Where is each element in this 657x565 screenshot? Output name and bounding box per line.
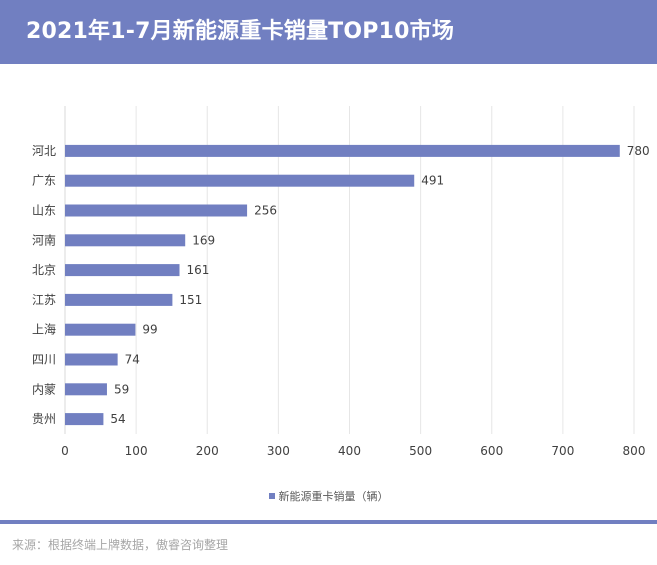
data-label: 491 [421, 174, 444, 188]
x-tick-label: 300 [267, 444, 290, 458]
x-tick-label: 400 [338, 444, 361, 458]
data-label: 161 [187, 263, 210, 277]
x-tick-label: 100 [125, 444, 148, 458]
bar-北京 [65, 264, 180, 277]
x-tick-label: 500 [409, 444, 432, 458]
x-tick-label: 200 [196, 444, 219, 458]
chart-area: 0 100 200 300 400 500 600 700 800 河北 780 广东 491 山东 256… [0, 64, 657, 520]
data-label: 169 [192, 233, 215, 247]
data-label: 59 [114, 382, 129, 396]
category-label: 江苏 [32, 293, 56, 307]
bar-广东 [65, 174, 415, 187]
data-label: 74 [125, 353, 140, 367]
bottom-rule [0, 520, 657, 524]
category-label: 内蒙 [32, 382, 56, 396]
bar-山东 [65, 204, 248, 217]
bar-chart: 0 100 200 300 400 500 600 700 800 河北 780 广东 491 山东 256… [32, 106, 650, 458]
category-label: 山东 [32, 204, 56, 218]
category-label: 四川 [32, 353, 56, 367]
x-tick-label: 0 [61, 444, 69, 458]
category-label: 上海 [32, 322, 56, 337]
bar-江苏 [65, 293, 173, 306]
page-title: 2021年1-7月新能源重卡销量TOP10市场 [26, 19, 455, 44]
category-label: 贵州 [32, 412, 56, 426]
x-tick-label: 800 [623, 444, 646, 458]
x-tick-label: 600 [480, 444, 503, 458]
category-label: 河南 [32, 232, 56, 247]
legend: 新能源重卡销量（辆） [0, 488, 657, 504]
data-label: 256 [254, 204, 277, 218]
bar-贵州 [65, 413, 104, 426]
category-label: 广东 [32, 174, 56, 188]
legend-label: 新能源重卡销量（辆） [278, 490, 389, 503]
category-label: 北京 [32, 263, 56, 277]
legend-swatch [268, 493, 275, 499]
data-label: 99 [142, 323, 157, 337]
x-tick-label: 700 [551, 444, 574, 458]
bar-内蒙 [65, 383, 107, 396]
bar-上海 [65, 323, 136, 336]
data-label: 780 [627, 144, 650, 158]
data-label: 54 [110, 412, 125, 426]
category-label: 河北 [32, 144, 56, 158]
bar-河北 [65, 144, 620, 157]
source-note: 来源：根据终端上牌数据，傲睿咨询整理 [12, 538, 229, 552]
bar-四川 [65, 353, 118, 366]
title-banner: 2021年1-7月新能源重卡销量TOP10市场 [0, 0, 657, 64]
bar-河南 [65, 234, 186, 247]
data-label: 151 [179, 293, 202, 307]
